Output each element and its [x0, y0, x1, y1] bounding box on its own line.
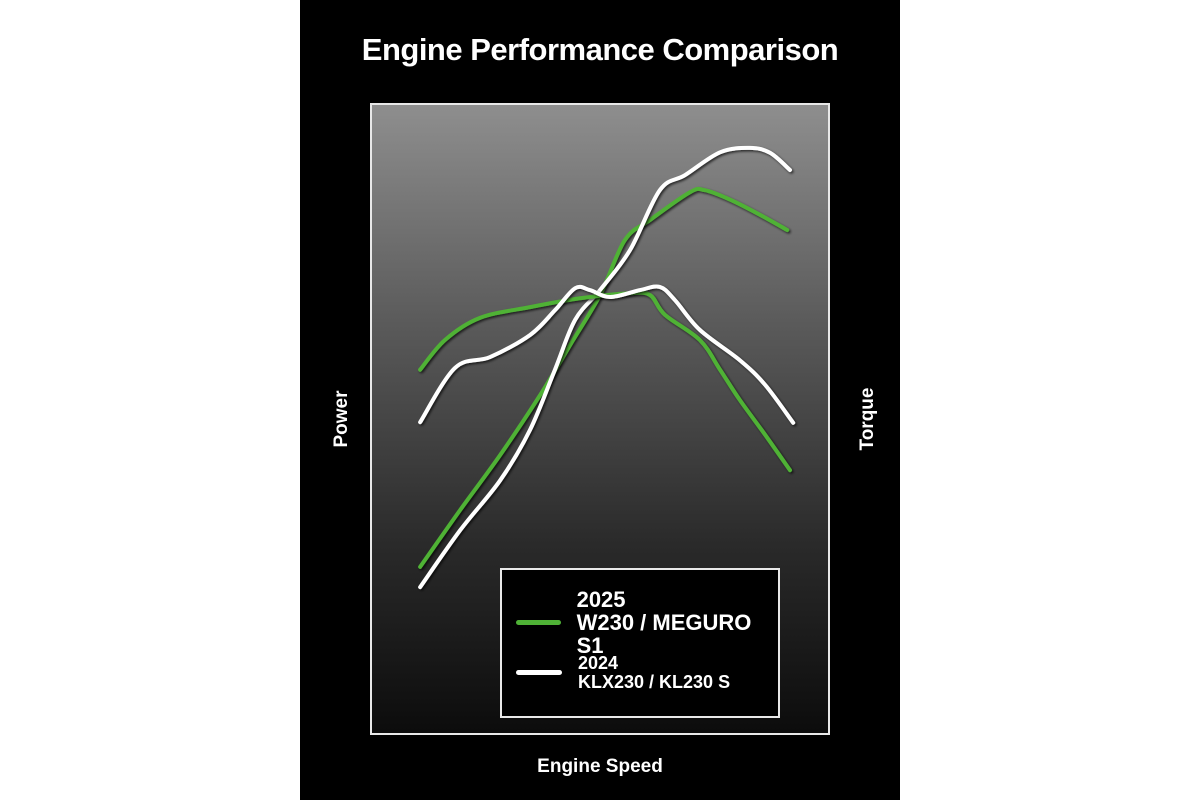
legend-model: KLX230 / KL230 S — [578, 671, 731, 692]
legend-item-2025: 2025 W230 / MEGURO S1 — [516, 588, 778, 657]
y-axis-label-left: Power — [331, 390, 352, 448]
chart-panel: Engine Performance Comparison Power Torq… — [300, 0, 900, 800]
legend: 2025 W230 / MEGURO S1 2024 KLX230 / KL23… — [500, 568, 780, 718]
legend-swatch-white — [516, 670, 562, 676]
series-line-2025-power — [418, 186, 790, 569]
legend-item-2024: 2024 KLX230 / KL230 S — [516, 654, 730, 692]
x-axis-label: Engine Speed — [537, 756, 663, 777]
series-line-2024-power — [418, 145, 792, 590]
curves-layer — [418, 145, 796, 590]
series-line-2024-torque — [418, 284, 796, 425]
legend-year: 2025 — [576, 587, 626, 612]
chart-title: Engine Performance Comparison — [361, 32, 839, 67]
y-axis-label-right: Torque — [857, 387, 878, 451]
series-line-2025-torque — [418, 290, 792, 473]
legend-model: W230 / MEGURO S1 — [576, 610, 752, 659]
legend-swatch-green — [516, 620, 561, 626]
legend-year: 2024 — [578, 653, 619, 673]
